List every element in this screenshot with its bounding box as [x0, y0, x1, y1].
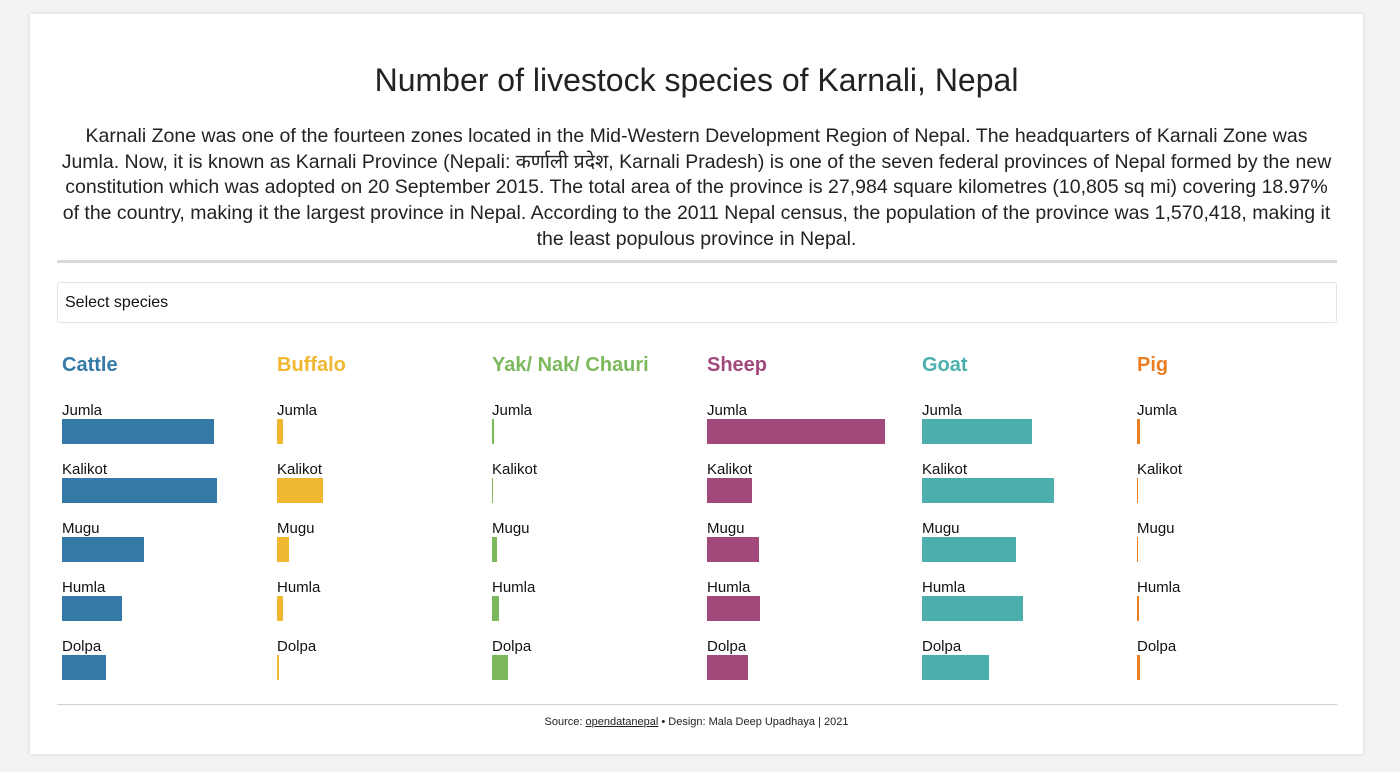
bar-label: Jumla — [1137, 402, 1178, 419]
divider — [57, 260, 1337, 263]
intro-paragraph: Karnali Zone was one of the fourteen zon… — [61, 125, 1332, 250]
bar[interactable] — [62, 655, 106, 680]
bar-label: Jumla — [707, 402, 748, 419]
bar-label: Humla — [1137, 579, 1181, 596]
bar[interactable] — [1137, 478, 1138, 503]
bar[interactable] — [492, 419, 494, 444]
bar-label: Dolpa — [922, 638, 962, 655]
source-link[interactable]: opendatanepal — [585, 716, 659, 728]
bar[interactable] — [1137, 537, 1138, 562]
panel-title: Sheep — [707, 354, 768, 376]
bar-label: Humla — [707, 579, 751, 596]
main-card: Number of livestock species of Karnali, … — [30, 14, 1363, 754]
panel-title: Cattle — [62, 354, 118, 376]
footer-source-prefix: Source: — [544, 716, 586, 728]
bar-label: Dolpa — [277, 638, 317, 655]
bar[interactable] — [492, 596, 499, 621]
bar[interactable] — [1137, 419, 1140, 444]
bar-label: Mugu — [277, 520, 315, 537]
bar[interactable] — [707, 419, 885, 444]
chart-panel: Pig Jumla Kalikot Mugu Humla Dolpa — [1137, 354, 1337, 684]
bar-label: Mugu — [492, 520, 530, 537]
bar[interactable] — [1137, 655, 1140, 680]
chart-panel: Cattle Jumla Kalikot Mugu Humla Dolpa — [62, 354, 262, 684]
bar[interactable] — [492, 655, 508, 680]
bar[interactable] — [62, 419, 214, 444]
footer-divider — [57, 704, 1337, 705]
bar[interactable] — [277, 655, 279, 680]
bar-label: Dolpa — [62, 638, 102, 655]
bar[interactable] — [707, 537, 759, 562]
chart-panel: Yak/ Nak/ Chauri Jumla Kalikot Mugu Humla Dol… — [492, 354, 692, 684]
bar[interactable] — [922, 596, 1023, 621]
bar-label: Humla — [277, 579, 321, 596]
footer-design-credit: • Design: Mala Deep Upadhaya | 2021 — [658, 716, 849, 728]
bar-label: Humla — [492, 579, 536, 596]
bar-label: Jumla — [277, 402, 318, 419]
bar[interactable] — [62, 537, 144, 562]
bar-label: Mugu — [1137, 520, 1175, 537]
bar[interactable] — [707, 596, 760, 621]
chart-panel: Goat Jumla Kalikot Mugu Humla Dolpa — [922, 354, 1122, 684]
bar-label: Mugu — [922, 520, 960, 537]
bar[interactable] — [707, 478, 752, 503]
panel-title: Yak/ Nak/ Chauri — [492, 354, 649, 376]
chart-panel: Sheep Jumla Kalikot Mugu Humla Dolpa — [707, 354, 907, 684]
bar[interactable] — [492, 537, 497, 562]
bar-label: Jumla — [492, 402, 533, 419]
bar-label: Dolpa — [492, 638, 532, 655]
bar[interactable] — [707, 655, 748, 680]
bar-label: Humla — [62, 579, 106, 596]
bar[interactable] — [922, 655, 989, 680]
bar-label: Dolpa — [707, 638, 747, 655]
bar-label: Mugu — [62, 520, 100, 537]
bar[interactable] — [922, 419, 1032, 444]
bar-label: Jumla — [62, 402, 103, 419]
bar[interactable] — [922, 478, 1054, 503]
bar-label: Jumla — [922, 402, 963, 419]
bar-label: Dolpa — [1137, 638, 1177, 655]
species-select[interactable]: Select species — [57, 282, 1337, 323]
bar-label: Mugu — [707, 520, 745, 537]
panel-title: Goat — [922, 354, 968, 376]
bar-label: Kalikot — [277, 461, 323, 478]
bar-label: Kalikot — [62, 461, 108, 478]
bar-label: Kalikot — [1137, 461, 1183, 478]
bar-label: Kalikot — [707, 461, 753, 478]
bar[interactable] — [1137, 596, 1139, 621]
bar[interactable] — [277, 596, 283, 621]
panel-title: Buffalo — [277, 354, 346, 376]
bar-label: Kalikot — [492, 461, 538, 478]
panel-title: Pig — [1137, 354, 1169, 376]
bar[interactable] — [62, 596, 122, 621]
bar[interactable] — [277, 419, 283, 444]
bar-label: Humla — [922, 579, 966, 596]
bar[interactable] — [277, 537, 289, 562]
bar[interactable] — [62, 478, 217, 503]
chart-panel: Buffalo Jumla Kalikot Mugu Humla Dolpa — [277, 354, 477, 684]
species-select-label: Select species — [65, 294, 169, 311]
bar[interactable] — [492, 478, 493, 503]
footer: Source: opendatanepal • Design: Mala Dee… — [30, 716, 1363, 728]
page-title: Number of livestock species of Karnali, … — [374, 62, 1019, 98]
bar[interactable] — [277, 478, 323, 503]
bar[interactable] — [922, 537, 1016, 562]
bar-label: Kalikot — [922, 461, 968, 478]
